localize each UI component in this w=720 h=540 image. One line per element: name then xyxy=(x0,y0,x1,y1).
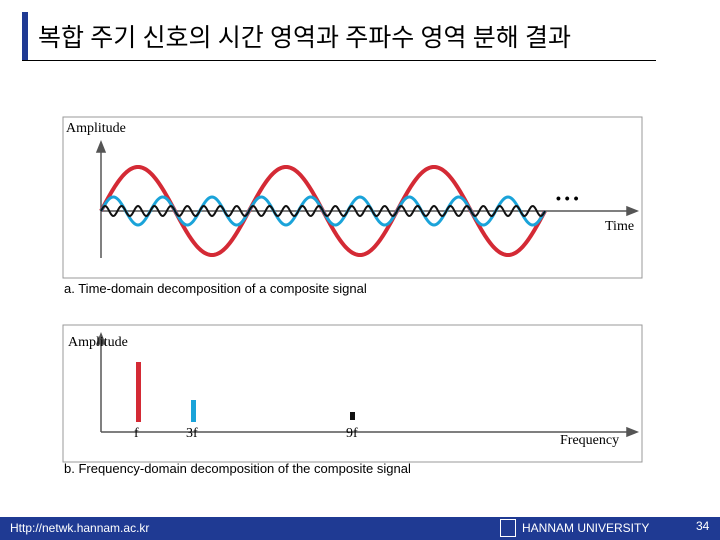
title-bar xyxy=(22,12,28,60)
ellipsis: • • • xyxy=(556,190,579,206)
bar-label: 3f xyxy=(186,426,198,441)
spectrum-bar xyxy=(350,412,355,420)
footer-url: Http://netwk.hannam.ac.kr xyxy=(10,521,150,535)
logo xyxy=(500,519,516,537)
arrow xyxy=(95,139,107,153)
y-label: Amplitude xyxy=(68,335,128,350)
title-underline xyxy=(22,60,656,61)
arrow xyxy=(626,205,640,217)
figure xyxy=(62,116,643,463)
bar-label: 9f xyxy=(346,426,358,441)
caption: a. Time-domain decomposition of a compos… xyxy=(64,281,367,296)
slide-title: 복합 주기 신호의 시간 영역과 주파수 영역 분해 결과 xyxy=(38,25,572,52)
panel-b xyxy=(62,324,643,463)
panel-a xyxy=(62,116,643,279)
bar-label: f xyxy=(134,426,139,441)
y-label: Amplitude xyxy=(66,121,126,136)
x-label: Frequency xyxy=(560,433,620,448)
arrow xyxy=(95,331,107,345)
footer-bar xyxy=(0,517,720,540)
caption: b. Frequency-domain decomposition of the… xyxy=(64,461,411,476)
wave-9f xyxy=(100,204,546,218)
spectrum-bar xyxy=(136,362,141,422)
page-number: 34 xyxy=(696,519,710,533)
arrow xyxy=(626,426,640,438)
x-label: Time xyxy=(605,219,635,234)
spectrum-bar xyxy=(191,400,196,422)
footer-university: HANNAM UNIVERSITY xyxy=(522,521,650,535)
